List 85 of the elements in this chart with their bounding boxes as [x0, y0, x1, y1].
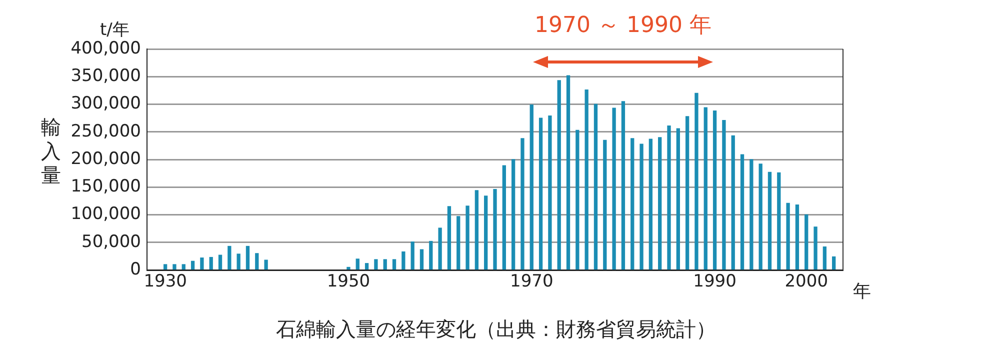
bar: [520, 138, 524, 270]
bar: [648, 138, 653, 270]
bar: [447, 206, 452, 270]
x-axis-title: 年: [853, 280, 871, 303]
bar: [474, 190, 479, 270]
bar: [576, 130, 580, 270]
bar: [603, 140, 607, 270]
y-tick-label: 100,000: [70, 204, 141, 224]
bar: [612, 108, 616, 270]
bar: [438, 228, 442, 270]
bar: [255, 253, 259, 270]
y-tick-label: 0: [130, 259, 141, 280]
bar: [172, 264, 176, 270]
x-tick-label: 1970: [510, 272, 554, 292]
bar: [346, 266, 350, 270]
bar: [466, 206, 470, 270]
bar: [218, 254, 222, 270]
bar: [740, 154, 744, 270]
bar: [557, 80, 561, 270]
y-tick-label: 300,000: [70, 94, 141, 114]
bar: [630, 138, 634, 270]
bar: [786, 202, 790, 270]
bar: [410, 241, 414, 270]
bar: [264, 260, 268, 270]
x-tick-label: 1990: [693, 272, 736, 292]
bar: [484, 196, 488, 270]
bar: [676, 128, 680, 270]
bar: [667, 125, 671, 270]
bar: [228, 246, 232, 270]
bar: [731, 135, 735, 270]
bar: [420, 249, 424, 270]
x-tick-label: 1930: [144, 272, 187, 292]
text: 石綿輸入量の経年変化（出典：財務省貿易統計）: [275, 316, 717, 343]
bar: [356, 258, 360, 270]
bar: [640, 144, 644, 270]
bar: [685, 116, 690, 270]
y-tick-label: 200,000: [70, 148, 141, 169]
bar: [694, 92, 698, 270]
bar: [832, 256, 836, 270]
bar: [594, 104, 598, 270]
y-tick-label: 150,000: [70, 176, 141, 197]
bar: [511, 159, 516, 270]
bar: [584, 90, 588, 270]
bar: [658, 137, 662, 270]
bar: [548, 116, 552, 270]
bar: [530, 104, 534, 270]
bar: [429, 240, 433, 270]
y-tick-label: 350,000: [70, 66, 141, 86]
bar: [795, 204, 800, 270]
bar: [814, 226, 818, 270]
bar: [402, 251, 406, 270]
bar: [722, 120, 726, 270]
y-tick-label: 400,000: [70, 38, 141, 58]
bar: [392, 259, 396, 270]
bar: [566, 75, 570, 270]
bar: [182, 264, 186, 270]
y-tick-label: 250,000: [70, 121, 141, 142]
bar: [758, 164, 762, 270]
bar: [383, 259, 387, 270]
bar: [768, 172, 772, 270]
bar: [374, 259, 378, 270]
y-axis-title: 輸入量: [40, 115, 62, 187]
bar: [704, 107, 708, 270]
bar: [502, 165, 506, 270]
text: t/年: [100, 19, 130, 40]
x-tick-label: 1950: [326, 272, 370, 292]
bar: [621, 101, 626, 270]
bar: [750, 159, 754, 270]
x-tick-label: 2000: [784, 272, 828, 292]
bar: [712, 110, 717, 270]
bar: [236, 254, 240, 270]
bar: [163, 264, 168, 270]
bar: [190, 260, 195, 270]
bar: [493, 189, 497, 270]
bar: [538, 118, 543, 270]
bar: [804, 214, 808, 270]
text: 1970 ～ 1990 年: [534, 12, 712, 40]
bar: [364, 263, 369, 270]
bar: [456, 216, 460, 270]
y-tick-label: 50,000: [82, 232, 141, 252]
bar: [246, 246, 250, 270]
bar: [822, 246, 827, 270]
bar: [209, 256, 213, 270]
bar: [777, 172, 781, 270]
bar: [200, 258, 204, 270]
